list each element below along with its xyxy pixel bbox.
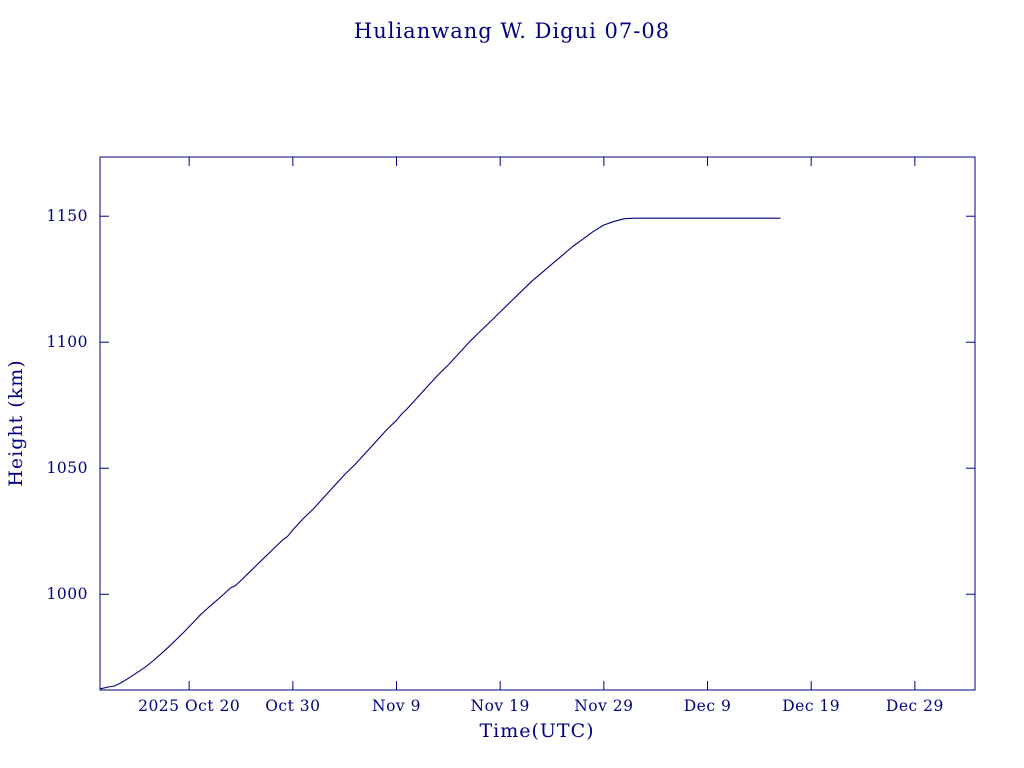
chart-title: Hulianwang W. Digui 07-08: [354, 19, 670, 43]
x-tick-label: Dec 9: [684, 697, 732, 715]
y-axis-ticks: [100, 215, 975, 595]
x-tick-label: 2025 Oct 20: [138, 697, 240, 715]
y-axis-tick-labels: 1000 1050 1100 1150: [47, 207, 88, 603]
y-tick-label: 1150: [47, 207, 88, 225]
y-tick-label: 1000: [47, 585, 88, 603]
x-tick-label: Dec 29: [886, 697, 944, 715]
y-tick-label: 1100: [47, 333, 88, 351]
x-axis-ticks: [188, 157, 916, 690]
x-tick-label: Oct 30: [265, 697, 320, 715]
plot-frame: [99, 156, 976, 691]
x-tick-label: Nov 29: [574, 697, 633, 715]
y-tick-label: 1050: [47, 459, 88, 477]
x-axis-tick-labels: 2025 Oct 20 Oct 30 Nov 9 Nov 19 Nov 29 Dec 9 D…: [138, 697, 944, 715]
x-tick-label: Nov 19: [471, 697, 530, 715]
y-axis-title: Height (km): [5, 359, 27, 486]
x-tick-label: Nov 9: [372, 697, 421, 715]
x-axis-title: Time(UTC): [479, 720, 594, 742]
x-tick-label: Dec 19: [782, 697, 840, 715]
height-curve: [100, 217, 781, 690]
